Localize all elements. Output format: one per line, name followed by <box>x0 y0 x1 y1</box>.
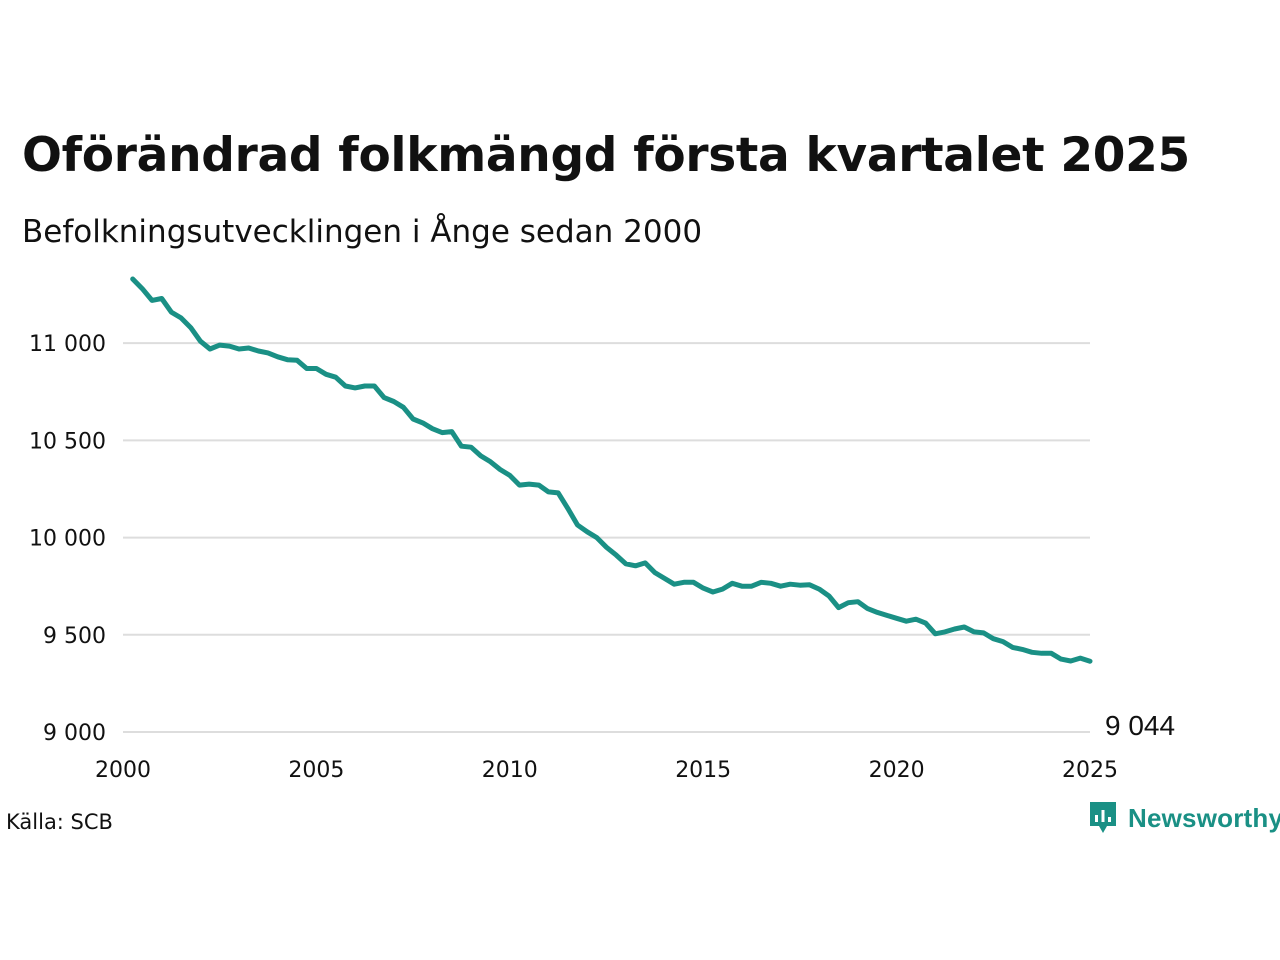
y-tick-label: 9 500 <box>43 624 106 649</box>
y-tick-label: 10 000 <box>29 527 106 552</box>
x-tick-label: 2025 <box>1062 758 1118 783</box>
y-tick-label: 9 000 <box>43 721 106 746</box>
y-tick-label: 11 000 <box>29 332 106 357</box>
x-tick-label: 2000 <box>95 758 151 783</box>
data-points <box>132 278 1091 662</box>
x-tick-label: 2010 <box>482 758 538 783</box>
y-tick-label: 10 500 <box>29 429 106 454</box>
brand-name: Newsworthy <box>1128 802 1280 833</box>
gridlines <box>123 342 1090 733</box>
chart-title: Oförändrad folkmängd första kvartalet 20… <box>22 128 1190 183</box>
chart-subtitle: Befolkningsutvecklingen i Ånge sedan 200… <box>22 214 703 250</box>
y-axis-tick-labels: 9 000 9 500 10 000 10 500 11 000 <box>29 332 106 746</box>
x-tick-label: 2015 <box>675 758 731 783</box>
x-tick-label: 2005 <box>288 758 344 783</box>
population-line <box>130 276 1093 664</box>
end-value-label: 9 044 <box>1105 710 1175 741</box>
brand-logo: Newsworthy <box>1088 800 1280 836</box>
source-note: Källa: SCB <box>6 810 113 834</box>
x-tick-label: 2020 <box>869 758 925 783</box>
newsworthy-logo-icon <box>1090 802 1116 833</box>
x-axis-tick-labels: 2000 2005 2010 2015 2020 2025 <box>95 758 1118 783</box>
